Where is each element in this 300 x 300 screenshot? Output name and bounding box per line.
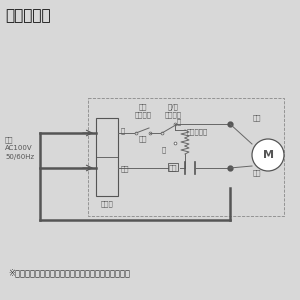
Text: 《結線図》: 《結線図》 <box>5 8 51 23</box>
Text: キ: キ <box>121 128 125 134</box>
Text: ※太線部分の結線は、お客様にて施工してください。: ※太線部分の結線は、お客様にて施工してください。 <box>8 268 130 277</box>
Text: M: M <box>262 150 274 160</box>
Text: 端子台: 端子台 <box>100 200 113 207</box>
Text: 電源
スイッチ: 電源 スイッチ <box>134 103 152 118</box>
Bar <box>88 98 284 216</box>
Text: コンデンサ: コンデンサ <box>187 128 208 135</box>
Circle shape <box>252 139 284 171</box>
Text: 強: 強 <box>177 119 181 125</box>
Text: シロ: シロ <box>253 115 262 121</box>
Bar <box>96 118 118 196</box>
Text: 強/弱
スイッチ: 強/弱 スイッチ <box>164 103 182 118</box>
Text: アカ: アカ <box>121 166 130 172</box>
Text: 電源
AC100V
50/60Hz: 電源 AC100V 50/60Hz <box>5 136 34 160</box>
Text: 弱: 弱 <box>162 146 166 153</box>
Text: モモ: モモ <box>139 135 147 142</box>
Text: アオ: アオ <box>169 164 178 171</box>
Text: アカ: アカ <box>253 170 262 176</box>
